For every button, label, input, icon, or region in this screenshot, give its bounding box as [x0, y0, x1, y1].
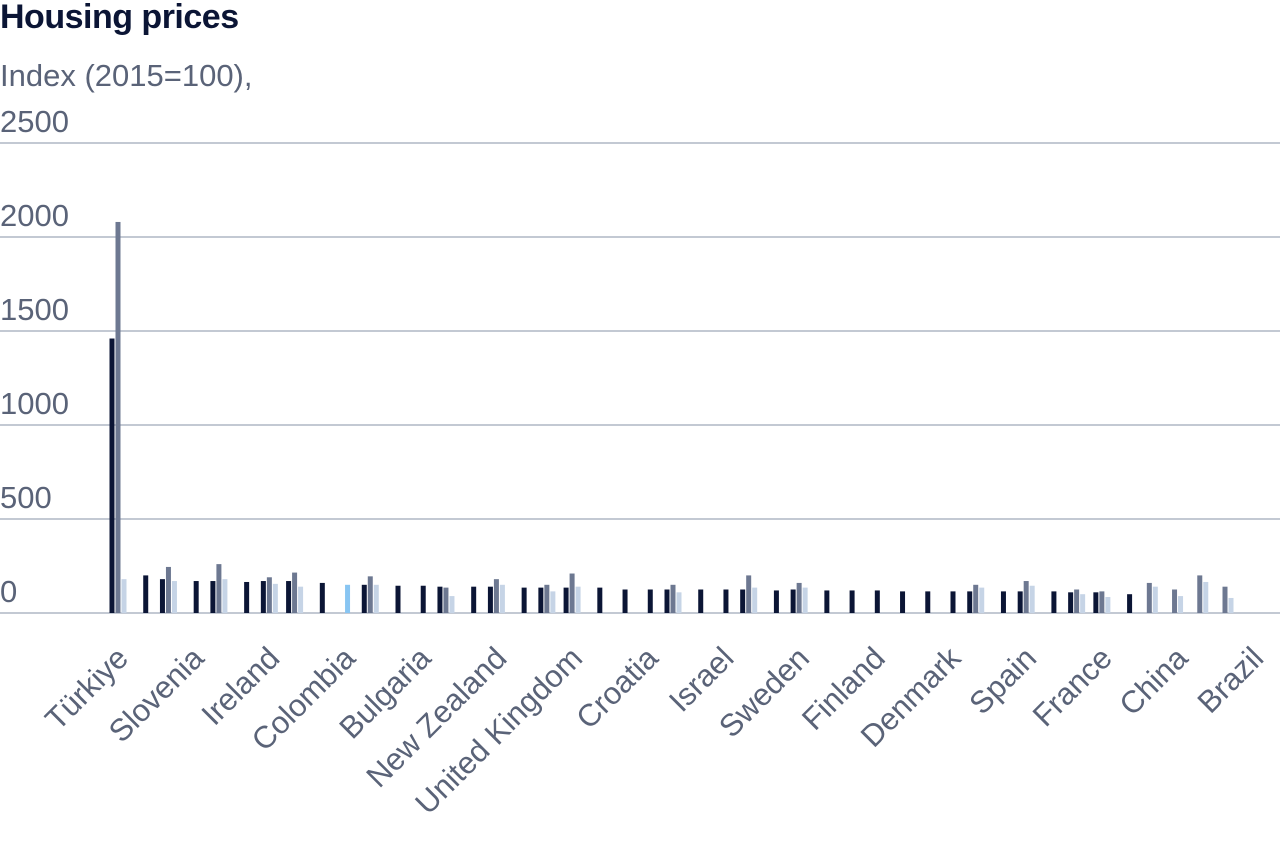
bar-11-primary: [395, 585, 401, 613]
bar-18-tertiary: [575, 586, 581, 613]
chart-subtitle: Index (2015=100),: [0, 58, 253, 93]
bar-8-primary: [319, 582, 325, 613]
bar-32-primary: [925, 591, 931, 613]
bar-13-primary: [437, 586, 443, 613]
y-tick-label: 2000: [0, 198, 69, 233]
grid-layer: 0 500 1000 1500 2000 2500: [0, 104, 1280, 614]
bar-17-primary: [538, 587, 544, 613]
bar-25-tertiary: [752, 587, 758, 613]
bar-36-tertiary: [1029, 585, 1035, 613]
bar-layer: [109, 221, 1234, 613]
bar-27-tertiary: [802, 587, 808, 613]
bar-6-primary: [260, 581, 266, 613]
bar-14-primary: [471, 586, 477, 613]
bar-43-secondary: [1197, 575, 1203, 613]
bar-22-secondary: [670, 584, 676, 613]
bar-7-tertiary: [298, 586, 304, 613]
bar-6-secondary: [266, 577, 272, 613]
bar-39-secondary: [1099, 591, 1105, 613]
y-tick-label: 2500: [0, 104, 69, 139]
bar-9-primary: [345, 584, 351, 613]
bar-42-tertiary: [1178, 596, 1184, 613]
bar-17-tertiary: [550, 591, 556, 613]
category-label: Croatia: [569, 640, 665, 736]
bar-25-primary: [740, 589, 746, 613]
bar-34-primary: [967, 591, 973, 613]
bar-7-secondary: [292, 572, 298, 613]
bar-39-primary: [1093, 592, 1099, 613]
bar-25-secondary: [746, 575, 752, 613]
bar-26-primary: [773, 590, 779, 613]
category-label: France: [1026, 640, 1119, 733]
bar-18-secondary: [569, 573, 575, 613]
bar-4-secondary: [216, 564, 222, 613]
bar-43-tertiary: [1203, 581, 1209, 613]
bar-22-tertiary: [676, 592, 682, 613]
y-tick-label: 500: [0, 480, 52, 515]
bar-4-tertiary: [222, 579, 228, 613]
bar-10-secondary: [367, 576, 373, 613]
bar-38-primary: [1068, 592, 1074, 613]
chart-title: Housing prices: [0, 0, 239, 36]
bar-18-primary: [563, 587, 569, 613]
bar-15-tertiary: [499, 584, 505, 613]
category-label: China: [1112, 640, 1195, 723]
bar-0-secondary: [115, 221, 121, 613]
bar-35-primary: [1000, 591, 1006, 613]
bar-2-primary: [159, 579, 165, 613]
bar-30-primary: [874, 590, 880, 613]
category-label: Brazil: [1191, 640, 1271, 720]
bar-5-primary: [244, 581, 250, 613]
bar-28-primary: [824, 590, 830, 613]
bar-21-primary: [647, 589, 653, 613]
bar-29-primary: [849, 590, 855, 613]
bar-23-primary: [698, 589, 704, 613]
bar-41-tertiary: [1152, 586, 1158, 613]
bar-0-primary: [109, 338, 115, 613]
bar-33-primary: [950, 591, 956, 613]
bar-31-primary: [900, 591, 906, 613]
bar-19-primary: [597, 587, 603, 613]
bar-2-secondary: [165, 566, 171, 613]
bar-41-secondary: [1146, 582, 1152, 613]
bar-17-secondary: [544, 584, 550, 613]
bar-3-primary: [193, 581, 199, 613]
bar-44-tertiary: [1228, 597, 1234, 613]
label-layer: TürkiyeSloveniaIrelandColombiaBulgariaNe…: [38, 640, 1270, 821]
bar-2-tertiary: [171, 581, 177, 613]
bar-0-tertiary: [121, 579, 127, 613]
bar-15-secondary: [493, 579, 499, 613]
bar-15-primary: [487, 586, 493, 613]
bar-38-secondary: [1074, 589, 1080, 613]
bar-37-primary: [1051, 591, 1057, 613]
bar-7-primary: [286, 581, 292, 613]
bar-4-primary: [210, 581, 216, 613]
bar-39-tertiary: [1105, 597, 1111, 613]
bar-24-primary: [723, 589, 729, 613]
bar-20-primary: [622, 589, 628, 613]
y-tick-label: 1000: [0, 386, 69, 421]
bar-27-primary: [790, 589, 796, 613]
bar-13-tertiary: [449, 596, 455, 613]
bar-40-primary: [1127, 594, 1133, 613]
bar-16-primary: [521, 587, 527, 613]
bar-36-secondary: [1023, 581, 1029, 613]
bar-13-secondary: [443, 587, 449, 613]
y-tick-label: 0: [0, 574, 17, 609]
bar-44-secondary: [1222, 586, 1228, 613]
bar-1-primary: [143, 575, 149, 613]
bar-34-tertiary: [979, 587, 985, 613]
bar-10-tertiary: [373, 584, 379, 613]
y-tick-label: 1500: [0, 292, 69, 327]
bar-36-primary: [1017, 591, 1023, 613]
bar-42-secondary: [1172, 589, 1178, 613]
bar-34-secondary: [973, 584, 979, 613]
bar-10-primary: [361, 584, 367, 613]
bar-12-primary: [420, 585, 426, 613]
bar-27-secondary: [796, 582, 802, 613]
bar-6-tertiary: [272, 583, 278, 613]
bar-22-primary: [664, 589, 670, 613]
bar-38-tertiary: [1080, 594, 1086, 613]
